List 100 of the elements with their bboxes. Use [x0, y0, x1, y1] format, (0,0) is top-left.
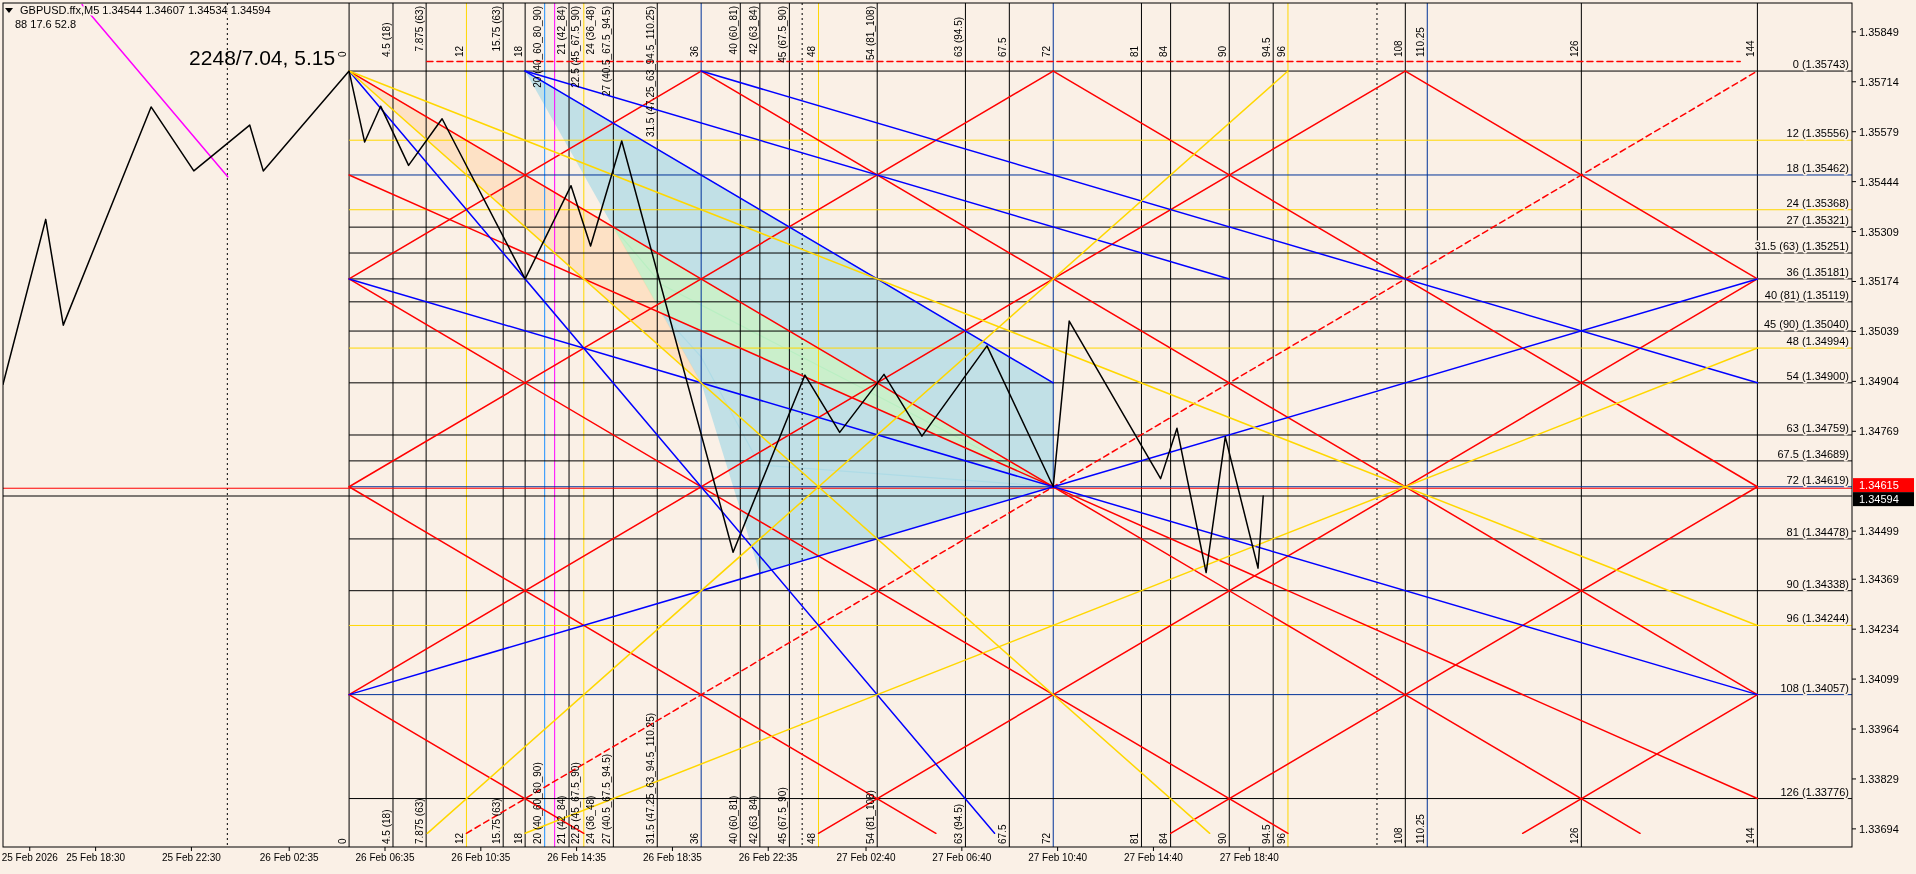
ref-line-label: 40 (60_81)	[727, 795, 739, 844]
text: 42 (63_84)	[747, 6, 759, 55]
annotation: 1.34615	[1859, 479, 1899, 492]
y-tick-label: 1.33829	[1859, 772, 1899, 785]
y-tick-label: 1.35849	[1859, 25, 1899, 38]
ref-line-label: 67.5 (1.34689)	[1777, 447, 1849, 460]
ref-line-label: 144	[1745, 826, 1757, 844]
ref-line-label: 45 (90) (1.35040)	[1764, 318, 1849, 331]
ref-line-label: 4.5 (18)	[380, 809, 392, 844]
x-tick-label: 27 Feb 06:40	[932, 852, 992, 863]
text: 48	[806, 45, 818, 57]
text: 40 (60_81)	[727, 6, 739, 55]
ref-line-label: 48	[806, 832, 818, 844]
y-tick-label: 1.34499	[1859, 525, 1899, 538]
x-tick-label: 26 Feb 22:35	[738, 852, 799, 863]
x-tick-label: 26 Feb 14:35	[547, 852, 607, 863]
ref-line-label: 96	[1275, 832, 1287, 844]
ref-line-label: 108	[1393, 826, 1405, 844]
ref-line-label: 31.5 (47.25_63_94.5_110.25)	[644, 712, 656, 844]
text: 24 (36_48)	[584, 6, 596, 55]
text: 20 (40_60_80_90)	[532, 6, 544, 88]
ref-line-label: 42 (63_84)	[747, 795, 759, 844]
ref-line-label: 72 (1.34619)	[1786, 473, 1849, 486]
text: 31.5 (47.25_63_94.5_110.25)	[644, 6, 656, 138]
x-tick-label: 27 Feb 10:40	[1028, 852, 1088, 863]
text: 84	[1158, 45, 1170, 57]
x-tick-label: 27 Feb 02:40	[836, 852, 896, 863]
text: 18	[512, 45, 524, 57]
x-tick-label: 26 Feb 10:35	[451, 852, 511, 863]
ref-line-label: 96 (1.34244)	[1786, 612, 1849, 625]
text: 126	[1569, 40, 1581, 57]
x-tick-label: 27 Feb 14:40	[1123, 852, 1184, 863]
ref-line-label: 12	[454, 832, 466, 844]
ref-line-label: 0 (1.35743)	[1792, 58, 1849, 71]
ref-line-label: 12 (1.35556)	[1786, 127, 1849, 140]
ref-line-label: 27 (40.5_67.5_94.5)	[601, 753, 613, 844]
x-tick-label: 27 Feb 18:40	[1219, 852, 1280, 863]
text: 144	[1745, 40, 1757, 57]
ref-line-label: 126	[1569, 826, 1581, 844]
x-tick-label: 25 Feb 22:30	[161, 852, 222, 863]
ref-line-label: 22.5 (45_67.5_90)	[570, 762, 582, 844]
text: 15.75 (63)	[490, 6, 502, 52]
x-tick-label: 26 Feb 06:35	[355, 852, 415, 863]
text: 21 (42_84)	[555, 6, 567, 55]
annotation: 1.34594	[1859, 493, 1899, 506]
ref-line-label: 21 (42_84)	[555, 795, 567, 844]
y-tick-label: 1.34369	[1859, 573, 1899, 586]
ref-line-label: 18 (1.35462)	[1786, 161, 1849, 174]
y-tick-label: 1.33694	[1859, 822, 1899, 835]
ref-line-label: 54 (81_108)	[864, 790, 876, 844]
y-tick-label: 1.34234	[1859, 623, 1899, 636]
ref-line-label: 110.25	[1414, 813, 1426, 844]
x-tick-label: 26 Feb 02:35	[259, 852, 320, 863]
ref-line-label: 108 (1.34057)	[1780, 681, 1849, 694]
text: 94.5	[1260, 37, 1272, 57]
text: 7.875 (63)	[413, 6, 425, 52]
ref-line-label: 45 (67.5_90)	[777, 787, 789, 844]
text: 4.5 (18)	[380, 22, 392, 57]
y-tick-label: 1.35714	[1859, 75, 1899, 88]
ref-line-label: 84	[1158, 832, 1170, 844]
ref-line-label: 126 (1.33776)	[1780, 785, 1849, 798]
ref-line-label: 81	[1129, 832, 1141, 844]
y-tick-label: 1.35174	[1859, 275, 1899, 288]
y-tick-label: 1.34904	[1859, 375, 1899, 388]
ref-line-label: 0	[336, 838, 348, 844]
text: 22.5 (45_67.5_90)	[570, 6, 582, 88]
ref-line-label: 63 (94.5)	[953, 803, 965, 844]
y-tick-label: 1.33964	[1859, 723, 1899, 736]
text: 54 (81_108)	[864, 6, 876, 60]
x-tick-label: 25 Feb 18:30	[66, 852, 126, 863]
text: 36	[688, 45, 700, 57]
text: 81	[1129, 45, 1141, 57]
x-tick-label: 26 Feb 18:35	[642, 852, 703, 863]
ref-line-label: 40 (81) (1.35119)	[1764, 288, 1849, 301]
annotation: 2248/7.04, 5.15	[189, 46, 336, 70]
ref-line-label: 63 (1.34759)	[1786, 421, 1849, 434]
ref-line-label: 24 (1.35368)	[1786, 196, 1849, 209]
ref-line-label: 36 (1.35181)	[1786, 265, 1849, 278]
text: 63 (94.5)	[953, 16, 965, 57]
ref-line-label: 72	[1040, 832, 1052, 844]
text: 0	[336, 51, 348, 57]
y-tick-label: 1.35579	[1859, 125, 1899, 138]
ref-line-label: 67.5	[997, 824, 1009, 844]
text: 108	[1393, 40, 1405, 57]
ref-line-label: 54 (1.34900)	[1786, 369, 1849, 382]
ref-line-label: 7.875 (63)	[413, 798, 425, 844]
ref-line-label: 27 (1.35321)	[1786, 214, 1849, 227]
text: 45 (67.5_90)	[777, 6, 789, 63]
ref-line-label: 36	[688, 832, 700, 844]
ref-line-label: 20 (40_60_80_90)	[532, 762, 544, 844]
y-tick-label: 1.34769	[1859, 425, 1899, 438]
text: 12	[454, 45, 466, 57]
text: 90	[1216, 45, 1228, 57]
y-tick-label: 1.35309	[1859, 225, 1899, 238]
text: 88 17.6 52.8	[15, 18, 77, 30]
ref-line-label: 90	[1216, 832, 1228, 844]
ref-line-label: 48 (1.34994)	[1786, 335, 1849, 348]
text: 27 (40.5_67.5_94.5)	[601, 6, 613, 97]
ref-line-label: 24 (36_48)	[584, 795, 596, 844]
y-tick-label: 1.35039	[1859, 325, 1899, 338]
